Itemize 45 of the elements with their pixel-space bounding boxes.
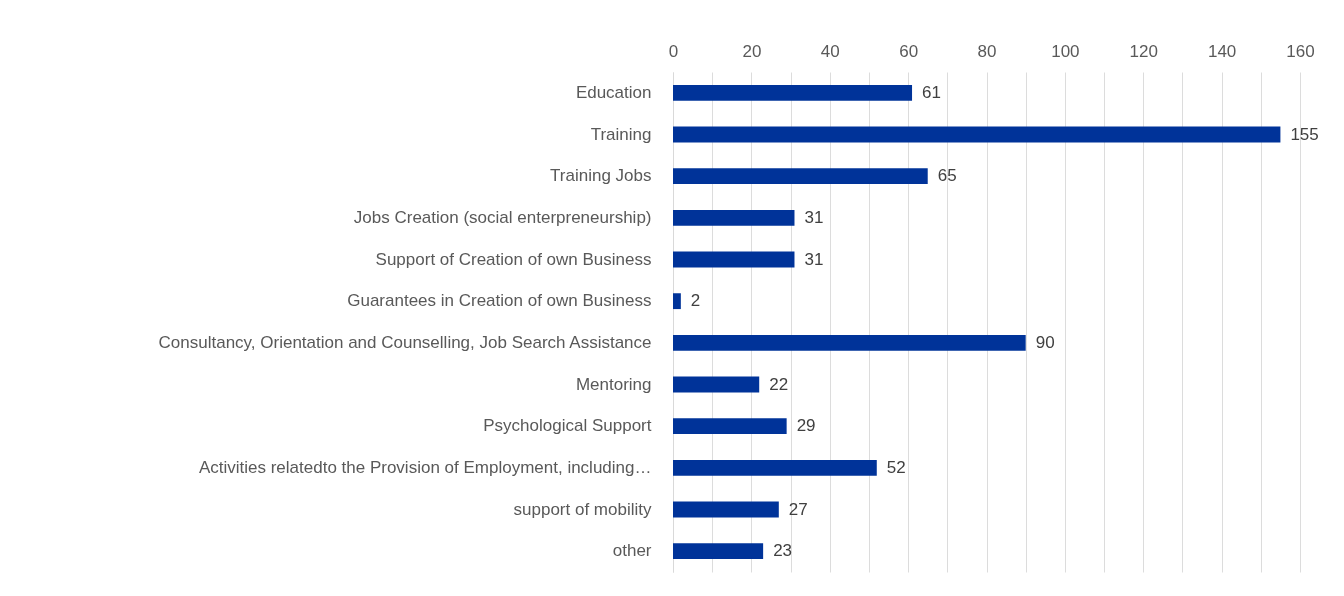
y-tick-label: Activities relatedto the Provision of Employment, including… xyxy=(198,457,652,477)
data-label: 29 xyxy=(796,416,816,436)
x-tick-label: 140 xyxy=(1207,41,1237,61)
y-tick-label: Mentoring xyxy=(575,374,652,394)
y-tick-label: Training xyxy=(590,124,652,144)
y-tick-label: Psychological Support xyxy=(483,416,652,436)
data-label: 65 xyxy=(937,166,957,186)
x-tick-label: 100 xyxy=(1051,41,1080,61)
bar xyxy=(673,418,787,435)
bar xyxy=(673,376,760,393)
data-label: 52 xyxy=(886,457,906,477)
x-tick-label: 20 xyxy=(742,41,762,61)
y-tick-label: Support of Creation of own Business xyxy=(375,249,652,269)
bar xyxy=(673,459,877,476)
y-tick-label: Training Jobs xyxy=(550,166,652,186)
y-tick-label: other xyxy=(612,541,652,561)
y-tick-label: support of mobility xyxy=(513,499,652,519)
x-tick-label: 120 xyxy=(1129,41,1158,61)
y-tick-label: Guarantees in Creation of own Business xyxy=(347,291,652,311)
bar xyxy=(673,293,681,310)
data-label: 61 xyxy=(922,82,941,102)
y-tick-label: Education xyxy=(575,82,652,102)
x-tick-label: 40 xyxy=(820,41,840,61)
y-tick-label: Jobs Creation (social enterpreneurship) xyxy=(353,207,652,227)
x-tick-label: 0 xyxy=(668,41,679,61)
bar xyxy=(673,209,795,226)
data-label: 2 xyxy=(690,291,701,311)
bar xyxy=(673,84,913,101)
bar xyxy=(673,168,928,185)
x-tick-label: 80 xyxy=(977,41,997,61)
data-label: 90 xyxy=(1035,332,1055,352)
data-label: 31 xyxy=(804,207,824,227)
data-label: 155 xyxy=(1290,124,1319,144)
bar xyxy=(673,251,795,268)
x-tick-label: 160 xyxy=(1286,41,1315,61)
x-tick-label: 60 xyxy=(899,41,919,61)
y-tick-label: Consultancy, Orientation and Counselling, Job Search Assistance xyxy=(158,332,652,352)
data-label: 22 xyxy=(769,374,789,394)
bar xyxy=(673,334,1026,351)
bar xyxy=(673,501,779,518)
bar xyxy=(673,126,1281,143)
bar xyxy=(673,543,764,560)
data-label: 27 xyxy=(788,499,808,519)
data-label: 31 xyxy=(804,249,824,269)
data-label: 23 xyxy=(773,541,793,561)
